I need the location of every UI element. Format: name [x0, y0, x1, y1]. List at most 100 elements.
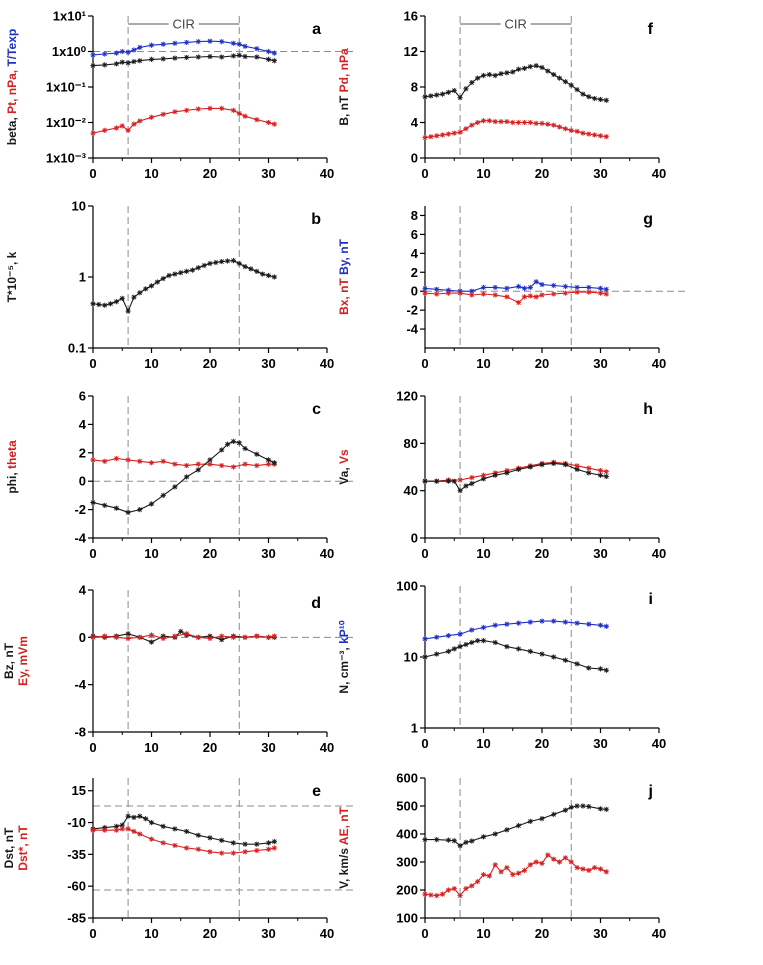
- y-tick-label: 1x10⁻²: [46, 115, 87, 130]
- y-tick-label: 16: [404, 9, 418, 24]
- data-point: [533, 294, 539, 300]
- data-point: [242, 113, 248, 119]
- data-point: [90, 52, 96, 58]
- data-point: [254, 46, 260, 52]
- data-point: [539, 281, 545, 288]
- data-point: [586, 803, 592, 810]
- data-point: [230, 840, 236, 846]
- data-point: [254, 54, 260, 60]
- y-axis-label: Dst*, nT: [16, 825, 30, 871]
- data-point: [592, 865, 598, 871]
- data-point: [586, 94, 592, 100]
- x-tick-label: 40: [320, 926, 334, 941]
- data-point: [469, 480, 475, 487]
- data-point: [586, 621, 592, 627]
- data-point: [504, 470, 510, 476]
- data-point: [422, 94, 428, 100]
- data-point: [434, 837, 440, 843]
- data-point: [562, 807, 568, 813]
- data-point: [556, 75, 563, 81]
- data-point: [445, 131, 451, 137]
- y-tick-label: 4: [411, 246, 419, 261]
- data-point: [434, 286, 440, 292]
- data-point: [539, 462, 545, 468]
- x-tick-label: 30: [261, 356, 275, 371]
- data-point: [224, 258, 231, 264]
- x-tick-label: 30: [261, 546, 275, 561]
- x-tick-label: 0: [89, 926, 96, 941]
- data-point: [551, 654, 557, 660]
- data-point: [148, 819, 155, 826]
- y-axis-label-part: Pd, nPa: [337, 48, 351, 92]
- data-point: [166, 272, 172, 279]
- y-tick-label: 0: [79, 630, 86, 645]
- data-point: [195, 106, 201, 112]
- data-point: [207, 835, 213, 841]
- y-axis-label: beta, Pt, nPa, T/Texp: [5, 29, 19, 145]
- data-point: [265, 272, 272, 279]
- y-tick-label: 6: [411, 227, 418, 242]
- data-point: [586, 465, 592, 471]
- x-tick-label: 10: [144, 740, 158, 755]
- data-point: [254, 841, 260, 847]
- data-point: [207, 849, 213, 855]
- data-point: [137, 634, 143, 640]
- data-point: [271, 839, 277, 845]
- data-point: [562, 79, 568, 85]
- data-point: [516, 299, 522, 306]
- data-point: [521, 119, 528, 126]
- x-tick-label: 20: [203, 546, 217, 561]
- data-point: [195, 39, 201, 45]
- data-point: [457, 644, 463, 650]
- data-point: [592, 95, 598, 102]
- data-point: [480, 872, 487, 878]
- y-tick-label: 8: [411, 208, 418, 223]
- series-line-phi: [92, 440, 275, 513]
- data-point: [219, 850, 225, 856]
- data-point: [207, 105, 213, 111]
- y-tick-label: -60: [67, 879, 86, 894]
- data-point: [160, 492, 166, 498]
- data-point: [562, 657, 568, 663]
- y-tick-label: 2: [411, 265, 418, 280]
- data-point: [451, 87, 457, 94]
- data-point: [90, 457, 96, 463]
- data-point: [265, 461, 272, 467]
- data-point: [562, 619, 568, 625]
- x-tick-label: 0: [421, 736, 428, 751]
- x-tick-label: 30: [593, 356, 607, 371]
- data-point: [586, 867, 592, 873]
- data-point: [504, 865, 510, 871]
- data-point: [113, 50, 119, 56]
- x-tick-label: 40: [320, 356, 334, 371]
- x-tick-label: 30: [261, 926, 275, 941]
- data-point: [463, 483, 469, 489]
- data-point: [184, 828, 190, 835]
- y-tick-label: -35: [67, 847, 86, 862]
- y-axis-label-part: Va,: [337, 464, 351, 485]
- data-point: [539, 651, 545, 657]
- data-point: [603, 667, 609, 673]
- y-tick-label: 80: [404, 436, 418, 451]
- y-tick-label: 500: [396, 799, 418, 814]
- data-point: [242, 43, 248, 49]
- x-tick-label: 20: [535, 736, 549, 751]
- panel-d: 0 10 20 30 40 -8 -4 0 4 d Bz, nT Ey, mVm: [2, 583, 357, 755]
- data-point: [492, 862, 498, 868]
- data-point: [119, 826, 125, 832]
- y-axis-label-part: T/Texp: [5, 29, 19, 67]
- x-tick-label: 10: [144, 546, 158, 561]
- data-point: [463, 126, 469, 132]
- data-point: [102, 502, 108, 508]
- x-tick-label: 0: [89, 166, 96, 181]
- x-tick-label: 10: [476, 166, 490, 181]
- data-point: [562, 283, 568, 290]
- data-point: [469, 79, 475, 86]
- data-point: [254, 462, 260, 469]
- data-point: [172, 842, 178, 849]
- data-point: [184, 462, 190, 469]
- data-point: [265, 48, 272, 55]
- data-point: [143, 286, 149, 292]
- y-axis-label-part: Dst*, nT: [16, 825, 30, 871]
- data-point: [172, 271, 178, 277]
